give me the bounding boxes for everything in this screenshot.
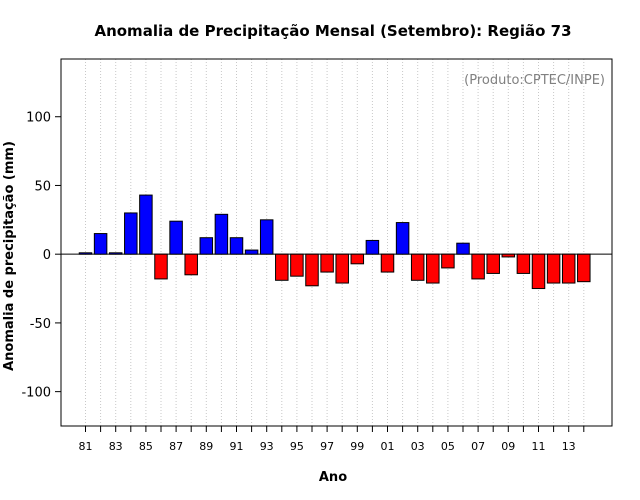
- bar-13: [561, 253, 576, 284]
- bar-10: [516, 253, 531, 274]
- bar-09: [501, 253, 516, 258]
- bar-88: [184, 253, 198, 276]
- x-tick-label: 87: [169, 440, 183, 453]
- bar-06: [456, 242, 470, 255]
- x-tick-label: 07: [471, 440, 485, 453]
- source-annotation: (Produto:CPTEC/INPE): [464, 73, 605, 88]
- x-axis-label: Ano: [319, 470, 347, 485]
- x-tick-label: 91: [230, 440, 244, 453]
- bar-04: [426, 253, 440, 284]
- bar-89: [199, 237, 214, 255]
- bar-94: [275, 253, 289, 281]
- x-tick-label: 97: [320, 440, 334, 453]
- bar-83: [108, 252, 123, 255]
- x-tick-label: 13: [562, 440, 576, 453]
- y-tick-label: -50: [30, 317, 51, 332]
- bar-95: [290, 253, 304, 277]
- x-tick-label: 89: [199, 440, 213, 453]
- x-tick-label: 01: [381, 440, 395, 453]
- y-tick-label: -100: [21, 386, 51, 401]
- bar-92: [244, 249, 259, 255]
- bar-07: [471, 253, 485, 280]
- bar-01: [380, 253, 395, 273]
- bar-91: [229, 237, 244, 255]
- x-tick-label: 03: [411, 440, 425, 453]
- bar-81: [78, 252, 93, 255]
- bar-84: [124, 212, 138, 255]
- x-axis: 81 83 85 87 89 91 93 95 97 99 01 03 05 07 09 11 13: [79, 426, 585, 453]
- bar-98: [335, 253, 349, 284]
- bar-02: [395, 222, 410, 255]
- y-tick-label: 100: [26, 111, 51, 126]
- x-tick-label: 09: [501, 440, 515, 453]
- bar-03: [410, 253, 425, 281]
- y-tick-label: 0: [43, 248, 51, 263]
- y-axis-label: Anomalia de precipitação (mm): [2, 141, 17, 371]
- x-tick-label: 99: [350, 440, 364, 453]
- x-tick-label: 95: [290, 440, 304, 453]
- y-axis: -100 -50 0 50 100: [21, 111, 61, 401]
- bar-87: [169, 220, 183, 255]
- plot-area: [60, 58, 613, 427]
- bar-86: [154, 253, 168, 280]
- y-tick-label: 50: [34, 179, 51, 194]
- x-tick-label: 81: [79, 440, 93, 453]
- x-tick-label: 85: [139, 440, 153, 453]
- bar-93: [259, 219, 274, 255]
- bar-08: [486, 253, 500, 274]
- x-tick-label: 93: [260, 440, 274, 453]
- chart-title: Anomalia de Precipitação Mensal (Setembr…: [94, 22, 571, 40]
- bar-14: [577, 253, 591, 283]
- bar-12: [546, 253, 561, 284]
- bars: [78, 194, 591, 290]
- bar-96: [305, 253, 319, 287]
- bar-00: [365, 239, 380, 255]
- bar-05: [441, 253, 455, 269]
- x-tick-label: 11: [532, 440, 546, 453]
- x-tick-label: 05: [441, 440, 455, 453]
- bar-97: [320, 253, 334, 273]
- grid-lines: [85, 59, 585, 426]
- bar-85: [139, 194, 153, 255]
- bar-82: [93, 233, 108, 255]
- bar-90: [214, 213, 229, 255]
- bar-11: [531, 253, 546, 290]
- bar-99: [350, 253, 365, 265]
- x-tick-label: 83: [109, 440, 123, 453]
